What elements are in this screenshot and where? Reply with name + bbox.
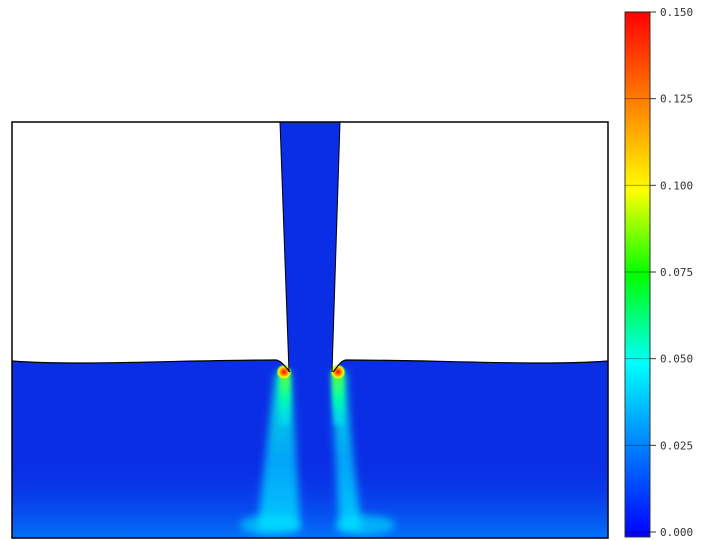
tool-region	[280, 122, 340, 372]
colorbar-frame	[624, 11, 651, 538]
bottom-left-spread	[240, 515, 300, 535]
colorbar-tick-label: 0.150	[660, 6, 693, 19]
colorbar-tick-label: 0.050	[660, 353, 693, 366]
colorbar-tick-label: 0.025	[660, 439, 693, 452]
left-plume-core	[279, 372, 291, 425]
colorbar-gradient	[625, 12, 650, 537]
colorbar-tick-label: 0.100	[660, 179, 693, 192]
left-hotspot	[276, 364, 292, 380]
surface-outline	[12, 359, 291, 373]
surface-outline-right	[332, 359, 608, 373]
right-hotspot	[330, 364, 346, 380]
colorbar-tick-label: 0.075	[660, 266, 693, 279]
plot-frame	[11, 121, 609, 539]
bottom-gradient	[12, 455, 608, 538]
tool-outline	[279, 122, 341, 373]
colorbar-ticks: 0.150 0.125 0.100 0.075 0.050 0.025 0.000	[625, 6, 693, 539]
colorbar: 0.150 0.125 0.100 0.075 0.050 0.025 0.000	[624, 6, 693, 539]
right-plume-core	[332, 372, 344, 425]
bottom-right-spread	[335, 515, 395, 535]
colorbar-tick-label: 0.125	[660, 93, 693, 106]
colorbar-tick-label: 0.000	[660, 526, 693, 539]
contour-plot	[12, 122, 608, 538]
